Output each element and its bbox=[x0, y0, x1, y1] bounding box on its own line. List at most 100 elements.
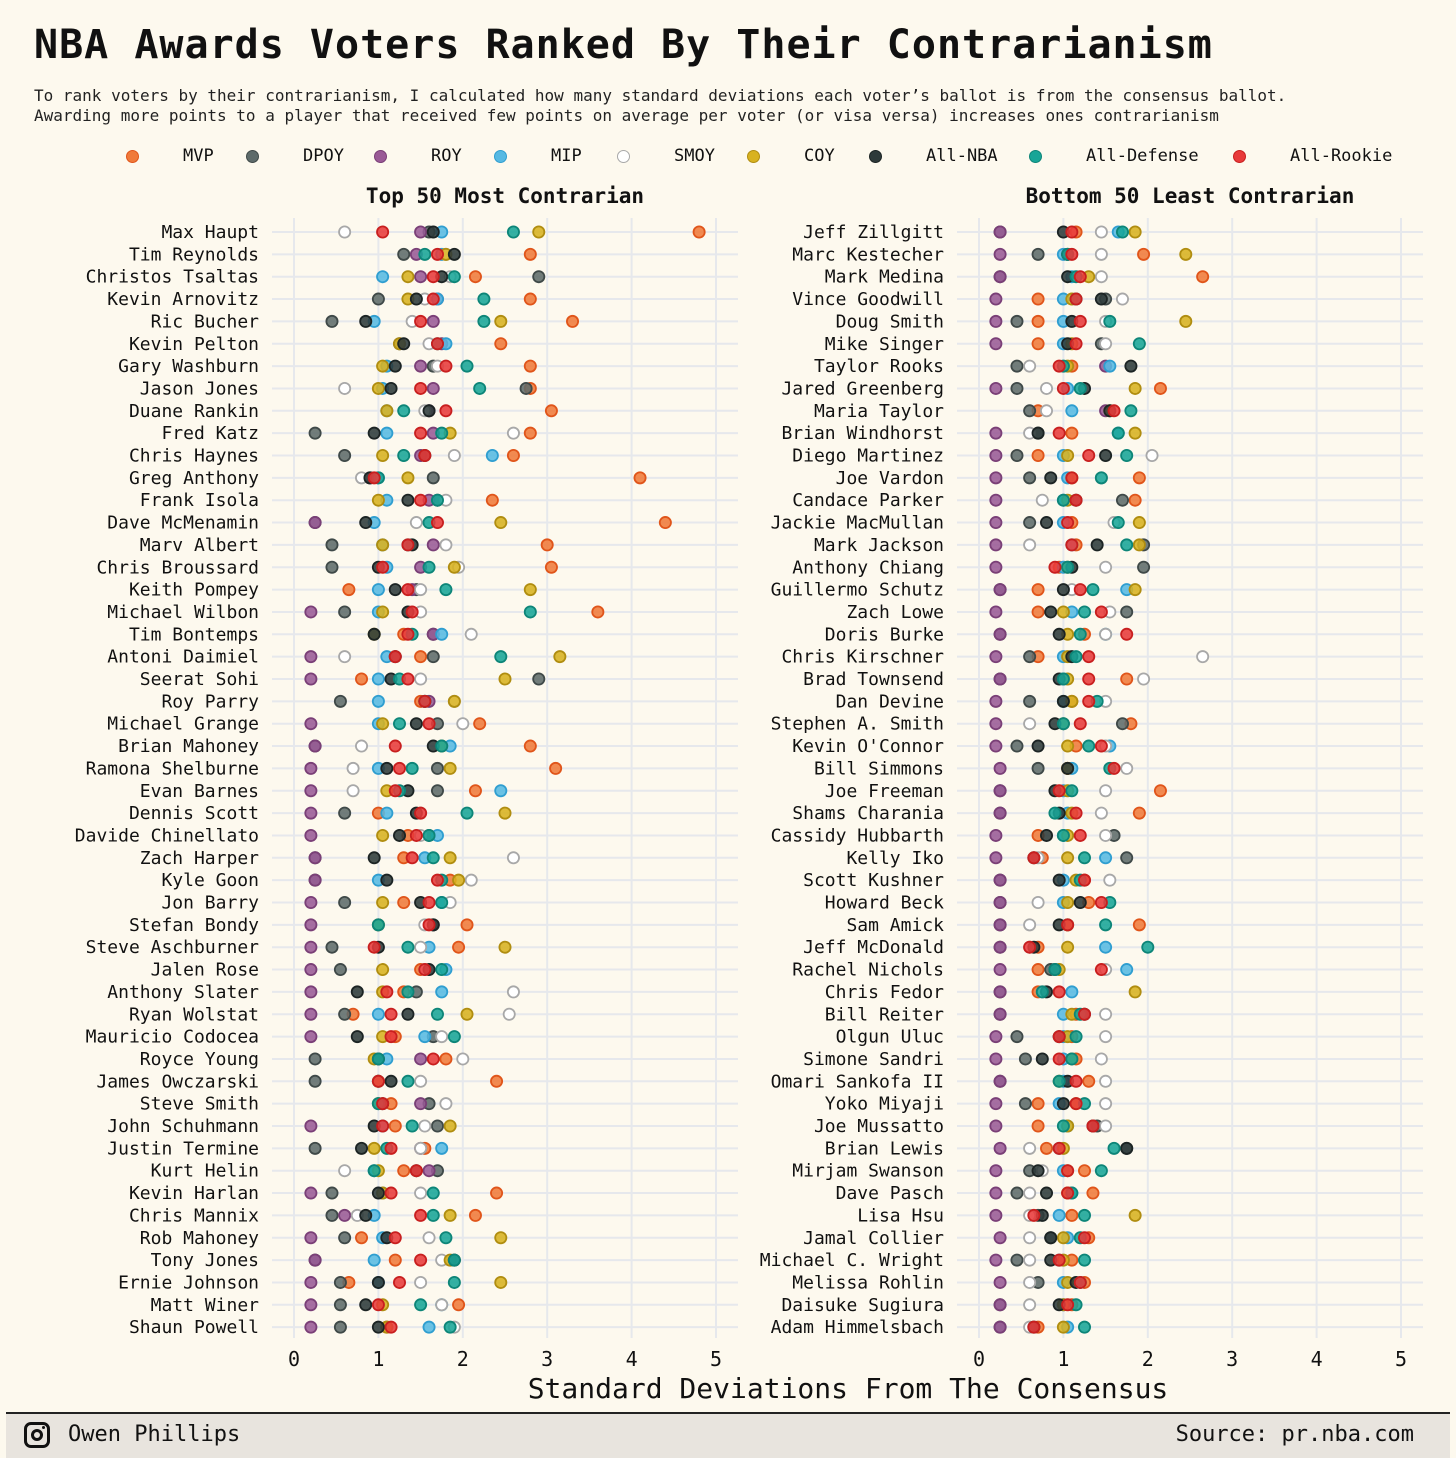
voter-label: Chris Fedor bbox=[825, 982, 944, 1003]
dot-roy bbox=[993, 225, 1007, 239]
voter-label: Rob Mahoney bbox=[140, 1228, 259, 1249]
dot-all-rookie bbox=[1061, 1164, 1075, 1178]
dot-dpoy bbox=[1018, 1097, 1032, 1111]
voter-label: Greg Anthony bbox=[129, 468, 259, 489]
dot-roy bbox=[989, 694, 1003, 708]
dot-roy bbox=[989, 337, 1003, 351]
voter-label: Joe Mussatto bbox=[814, 1116, 944, 1137]
x-tick-label: 3 bbox=[1226, 1347, 1238, 1371]
dot-smoy bbox=[1099, 1007, 1113, 1021]
dot-all-defense bbox=[1103, 314, 1117, 328]
dot-mvp bbox=[1031, 1119, 1045, 1133]
voter-label: Seerat Sohi bbox=[140, 669, 259, 690]
dot-smoy bbox=[414, 672, 428, 686]
legend-item-dpoy: DPOY bbox=[246, 146, 344, 166]
dot-all-rookie bbox=[414, 806, 428, 820]
dot-all-rookie bbox=[1082, 672, 1096, 686]
voter-label: Marc Kestecher bbox=[792, 244, 944, 265]
dot-smoy bbox=[338, 1164, 352, 1178]
dot-all-defense bbox=[397, 404, 411, 418]
dot-all-rookie bbox=[376, 1119, 390, 1133]
dot-all-nba bbox=[1061, 761, 1075, 775]
dot-smoy bbox=[414, 1186, 428, 1200]
dot-all-defense bbox=[477, 292, 491, 306]
dot-smoy bbox=[346, 761, 360, 775]
dot-all-rookie bbox=[405, 851, 419, 865]
dot-all-rookie bbox=[1082, 448, 1096, 462]
dot-mvp bbox=[1137, 247, 1151, 261]
dot-smoy bbox=[355, 739, 369, 753]
dot-dpoy bbox=[1115, 493, 1129, 507]
dot-smoy bbox=[1120, 761, 1134, 775]
dot-mip bbox=[1052, 1208, 1066, 1222]
dot-mvp bbox=[414, 650, 428, 664]
voter-label: Justin Termine bbox=[107, 1138, 259, 1159]
dot-smoy bbox=[1040, 404, 1054, 418]
dot-mip bbox=[418, 1030, 432, 1044]
dot-roy bbox=[989, 1052, 1003, 1066]
dot-coy bbox=[452, 873, 466, 887]
dot-all-nba bbox=[380, 761, 394, 775]
dot-mvp bbox=[566, 314, 580, 328]
dot-mvp bbox=[523, 292, 537, 306]
voter-label: Jalen Rose bbox=[151, 960, 259, 981]
dot-all-rookie bbox=[376, 1097, 390, 1111]
dot-all-nba bbox=[1090, 538, 1104, 552]
dot-roy bbox=[989, 739, 1003, 753]
dot-dpoy bbox=[1010, 1253, 1024, 1267]
dot-roy bbox=[304, 940, 318, 954]
dot-smoy bbox=[1023, 1141, 1037, 1155]
dot-roy bbox=[993, 270, 1007, 284]
dot-dpoy bbox=[430, 784, 444, 798]
dot-all-nba bbox=[350, 1030, 364, 1044]
dot-all-rookie bbox=[388, 739, 402, 753]
dot-dpoy bbox=[308, 426, 322, 440]
dot-smoy bbox=[1023, 1231, 1037, 1245]
dot-mip bbox=[1120, 963, 1134, 977]
voter-label: Doug Smith bbox=[836, 311, 944, 332]
dot-roy bbox=[989, 560, 1003, 574]
voter-label: Chris Haynes bbox=[129, 446, 259, 467]
dot-mvp bbox=[1120, 672, 1134, 686]
dot-all-rookie bbox=[371, 1074, 385, 1088]
dot-all-defense bbox=[371, 918, 385, 932]
dot-all-nba bbox=[371, 1186, 385, 1200]
dot-all-rookie bbox=[1052, 1253, 1066, 1267]
dot-coy bbox=[367, 1141, 381, 1155]
dot-coy bbox=[1061, 851, 1075, 865]
dot-roy bbox=[993, 1320, 1007, 1334]
dot-roy bbox=[993, 247, 1007, 261]
dot-all-defense bbox=[1132, 337, 1146, 351]
dot-smoy bbox=[506, 426, 520, 440]
dot-mvp bbox=[485, 493, 499, 507]
dot-all-rookie bbox=[1069, 292, 1083, 306]
dot-dpoy bbox=[1120, 605, 1134, 619]
dot-all-defense bbox=[1082, 739, 1096, 753]
dot-all-rookie bbox=[384, 1030, 398, 1044]
voter-label: Adam Himmelsbach bbox=[771, 1317, 944, 1338]
dot-smoy bbox=[1023, 1298, 1037, 1312]
dot-mvp bbox=[1031, 337, 1045, 351]
dot-mip bbox=[376, 270, 390, 284]
dot-all-rookie bbox=[426, 292, 440, 306]
dot-smoy bbox=[439, 538, 453, 552]
dot-coy bbox=[401, 471, 415, 485]
dot-all-rookie bbox=[414, 314, 428, 328]
dot-all-rookie bbox=[1023, 940, 1037, 954]
dot-all-nba bbox=[1073, 896, 1087, 910]
dot-all-rookie bbox=[1056, 381, 1070, 395]
dot-coy bbox=[1128, 583, 1142, 597]
legend-label-mvp: MVP bbox=[183, 146, 214, 166]
dot-smoy bbox=[435, 1298, 449, 1312]
dot-all-rookie bbox=[1069, 1097, 1083, 1111]
dot-all-nba bbox=[409, 292, 423, 306]
dot-coy bbox=[1132, 538, 1146, 552]
dot-smoy bbox=[346, 784, 360, 798]
voter-label: Dan Devine bbox=[836, 691, 944, 712]
subtitle-line-2: Awarding more points to a player that re… bbox=[34, 106, 1219, 125]
dot-roy bbox=[989, 516, 1003, 530]
dot-mvp bbox=[523, 247, 537, 261]
dot-all-defense bbox=[1069, 1030, 1083, 1044]
dot-all-defense bbox=[1120, 538, 1134, 552]
dot-roy bbox=[308, 873, 322, 887]
